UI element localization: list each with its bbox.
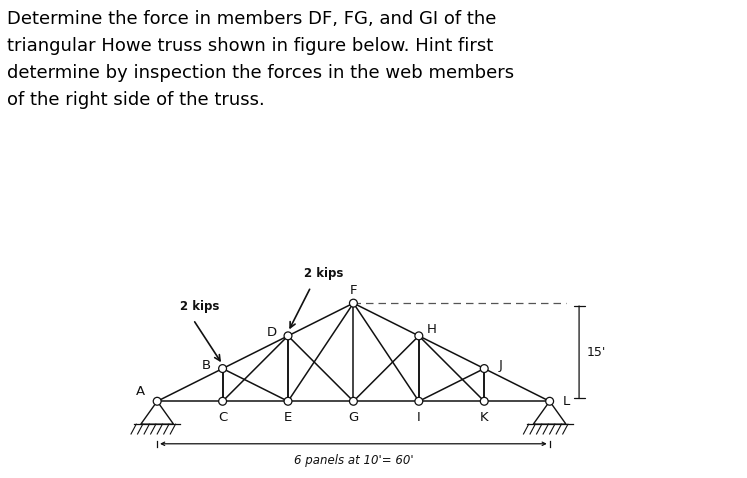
Circle shape [350,397,357,405]
Text: B: B [202,359,211,372]
Circle shape [153,397,161,405]
Text: K: K [480,411,489,424]
Text: E: E [284,411,292,424]
Text: Determine the force in members DF, FG, and GI of the
triangular Howe truss shown: Determine the force in members DF, FG, a… [7,10,515,109]
Text: A: A [136,385,146,398]
Circle shape [415,332,423,340]
Text: J: J [499,359,503,372]
Text: F: F [350,283,357,296]
Circle shape [284,332,292,340]
Circle shape [415,397,423,405]
Text: D: D [267,326,276,339]
Circle shape [480,397,488,405]
Circle shape [480,365,488,372]
Text: I: I [417,411,421,424]
Text: 15': 15' [587,346,607,358]
Circle shape [219,397,226,405]
Text: 6 panels at 10'= 60': 6 panels at 10'= 60' [294,454,413,467]
Circle shape [350,299,357,307]
Text: G: G [348,411,359,424]
Circle shape [546,397,554,405]
Text: H: H [427,323,437,336]
Circle shape [219,365,226,372]
Circle shape [284,397,292,405]
Text: L: L [562,395,570,408]
Text: 2 kips: 2 kips [304,267,344,280]
Text: 2 kips: 2 kips [180,300,220,313]
Text: C: C [218,411,227,424]
